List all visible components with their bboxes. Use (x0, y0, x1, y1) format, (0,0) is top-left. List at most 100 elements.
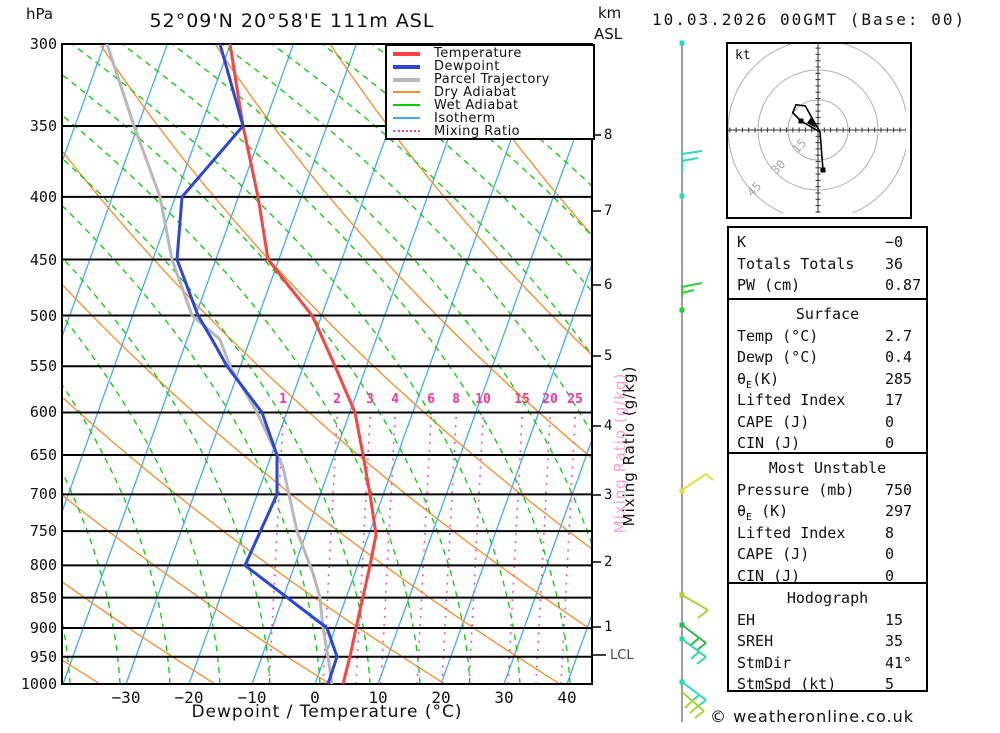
legend-item: Parcel Trajectory (387, 73, 593, 86)
legend-item: Isotherm (387, 112, 593, 125)
legend-swatch (393, 65, 420, 69)
legend-label: Parcel Trajectory (434, 72, 550, 87)
stat-value: 35 (885, 632, 904, 650)
stat-value: 8 (885, 523, 895, 542)
stat-row: PW (cm) 0.87 (737, 275, 926, 297)
stat-row: CIN (J) 0 (737, 566, 926, 588)
stat-value: 15 (885, 610, 904, 629)
stats-section: Most Unstable Pressure (mb) 750 θE (K) 297 Li… (727, 452, 928, 585)
mixing-ratio-value-label: 8 (452, 392, 460, 407)
stat-row: Dewp (°C) 0.4 (737, 347, 926, 369)
stat-label: CIN (J) (737, 566, 801, 585)
legend-item: Dewpoint (387, 60, 593, 73)
stat-label: StmDir (737, 653, 792, 672)
stat-row: Temp (°C) 2.7 (737, 326, 926, 348)
legend-label: Isotherm (434, 111, 496, 126)
legend-swatch (393, 78, 420, 82)
stat-label: CIN (J) (737, 434, 801, 452)
pressure-tick-label: 850 (29, 588, 57, 607)
pressure-tick-label: 550 (29, 357, 57, 376)
altitude-axis-unit-km: km (598, 4, 622, 22)
stat-label: EH (737, 610, 756, 629)
pressure-tick-label: 800 (29, 556, 57, 575)
km-tick-label: 2 (604, 554, 613, 570)
wind-barb (681, 282, 703, 297)
wind-barb-column (679, 40, 714, 722)
stats-section-header: Surface (795, 305, 860, 323)
stat-row: θE(K) 285 (737, 369, 926, 391)
pressure-axis-unit: hPa (26, 5, 54, 23)
stat-label: Pressure (mb) (737, 480, 855, 499)
legend-item: Dry Adiabat (387, 86, 593, 99)
plot-border (61, 43, 593, 685)
hodograph-level-mark (820, 167, 826, 173)
stat-label: θE(K) (737, 369, 780, 391)
dry-adiabat-lines (62, 44, 592, 684)
km-tick-label: 1 (604, 619, 613, 635)
legend-swatch (393, 117, 420, 119)
temp-tick-label: 0 (310, 688, 320, 707)
wind-barb-dot (679, 592, 685, 598)
mixing-ratio-value-label: 15 (514, 392, 530, 407)
stat-row: Totals Totals 36 (737, 254, 926, 276)
pressure-tick-label: 500 (29, 306, 57, 325)
stat-value: −0 (885, 233, 904, 251)
wind-barb-dot (679, 307, 685, 313)
stat-value: 297 (885, 502, 913, 520)
stat-value: 0 (885, 412, 895, 431)
wind-barb (681, 624, 707, 651)
stat-row: StmDir 41° (737, 653, 926, 675)
mixing-ratio-value-label: 20 (542, 392, 558, 407)
temp-tick-label: 20 (431, 688, 451, 707)
pressure-tick-label: 950 (29, 647, 57, 666)
wind-barb-dot (679, 40, 685, 46)
legend-label: Temperature (434, 46, 522, 61)
dewpoint-curve (175, 44, 339, 684)
chart-legend: Temperature Dewpoint Parcel Trajectory Dry … (385, 44, 595, 140)
legend-label: Wet Adiabat (434, 98, 519, 113)
legend-swatch (393, 104, 420, 106)
wind-barb-dot (679, 636, 685, 642)
stat-row: CIN (J) 0 (737, 433, 926, 455)
km-tick-label: 5 (604, 348, 613, 364)
mixing-ratio-axis-label: Mixing Ratio (g/kg) (620, 365, 638, 527)
stat-label: Dewp (°C) (737, 348, 819, 366)
background-grid (62, 44, 592, 684)
copyright-text: © weatheronline.co.uk (710, 707, 914, 726)
km-tick-label: 8 (604, 127, 613, 143)
pressure-tick-label: 400 (29, 187, 57, 206)
stat-value: 0 (885, 434, 895, 452)
hodograph-unit-label: kt (735, 48, 751, 63)
legend-label: Dry Adiabat (434, 85, 517, 100)
temp-tick-label: 10 (368, 688, 388, 707)
stats-section-header: Hodograph (786, 589, 869, 607)
altitude-axis-unit-asl: ASL (594, 25, 623, 43)
stat-label: CAPE (J) (737, 412, 810, 431)
wind-barb (681, 150, 703, 172)
stat-row: Pressure (mb) 750 (737, 480, 926, 502)
parcel-trajectory-curve (105, 44, 334, 684)
stat-label: Lifted Index (737, 523, 846, 542)
stat-label: Temp (°C) (737, 326, 819, 345)
stat-label: K (737, 233, 747, 251)
wind-barb (681, 691, 705, 719)
pressure-tick-label: 1000 (20, 675, 57, 693)
km-tick-label: 7 (604, 203, 613, 219)
wind-barb (681, 594, 709, 619)
stat-row: Lifted Index 8 (737, 523, 926, 545)
temp-tick-label: 40 (557, 688, 577, 707)
temp-tick-label: −30 (111, 688, 141, 707)
temperature-axis-label: Dewpoint / Temperature (°C) (191, 702, 463, 722)
pressure-tick-label: 350 (29, 116, 57, 135)
stats-section: Hodograph EH 15 SREH 35 StmDir 41° StmSpd (kt) 5 (727, 582, 928, 693)
mixing-ratio-value-label: 25 (567, 392, 583, 407)
stat-row: CAPE (J) 0 (737, 412, 926, 434)
hodograph-ring-label: 30 (768, 157, 788, 177)
wind-barb-dot (679, 679, 685, 685)
stat-label: StmSpd (kt) (737, 675, 837, 693)
stat-row: K −0 (737, 232, 926, 254)
stat-row: θE (K) 297 (737, 501, 926, 523)
